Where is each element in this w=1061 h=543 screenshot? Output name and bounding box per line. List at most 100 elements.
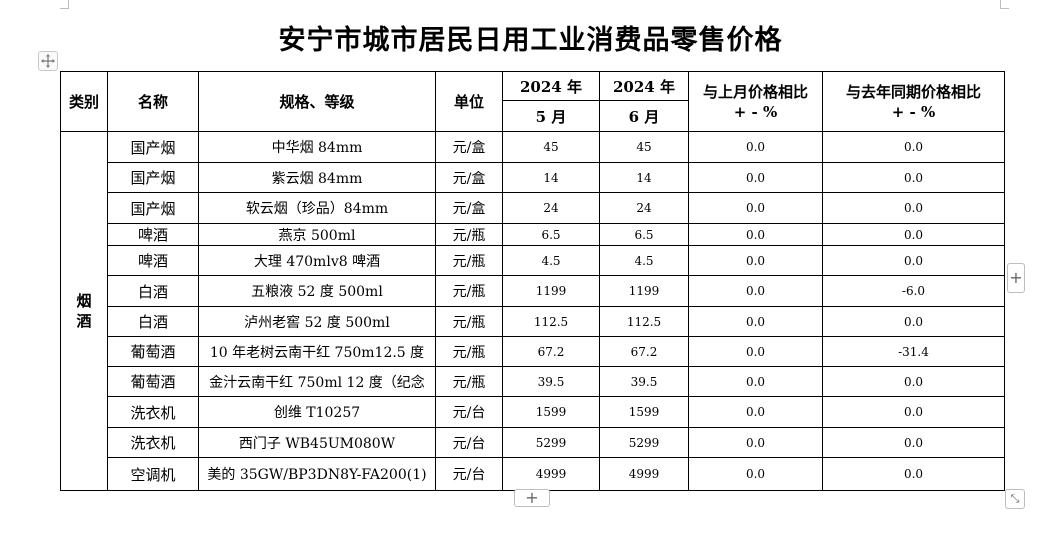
table-row: 葡萄酒 10 年老树云南干红 750m12.5 度元/瓶 67.2 67.2 0.0 -3… bbox=[61, 336, 1005, 367]
item-spec-cell: 美的 35GW/BP3DN8Y-FA200(1) bbox=[198, 457, 436, 491]
item-unit-cell: 元/瓶 bbox=[435, 245, 503, 276]
item-spec-cell: 西门子 WB45UM080W bbox=[198, 427, 436, 458]
header-name: 名称 bbox=[107, 71, 199, 132]
table-resize-icon[interactable]: ⤡ bbox=[1005, 489, 1025, 509]
item-name-cell: 洗衣机 bbox=[107, 396, 199, 428]
item-name-cell: 空调机 bbox=[107, 457, 199, 491]
mom-change-cell: 0.0 bbox=[688, 223, 823, 246]
price-may-cell: 1599 bbox=[502, 396, 600, 428]
price-may-cell: 45 bbox=[502, 131, 600, 163]
price-may-cell: 6.5 bbox=[502, 223, 600, 246]
table-row: 洗衣机 创维 T10257 元/台 1599 1599 0.0 0.0 bbox=[61, 396, 1005, 428]
mom-change-cell: 0.0 bbox=[688, 245, 823, 276]
add-column-button[interactable]: + bbox=[1007, 263, 1025, 293]
item-spec-cell: 大理 470mlv8 啤酒 bbox=[198, 245, 436, 276]
price-may-cell: 4.5 bbox=[502, 245, 600, 276]
header-unit: 单位 bbox=[435, 71, 503, 132]
add-row-button[interactable]: + bbox=[514, 489, 550, 507]
yoy-change-cell: 0.0 bbox=[822, 162, 1005, 193]
category-cell: 烟酒 bbox=[60, 131, 108, 491]
price-jun-cell: 24 bbox=[599, 192, 689, 224]
mom-change-cell: 0.0 bbox=[688, 427, 823, 458]
header-mom-line1: 与上月价格相比 bbox=[702, 82, 808, 101]
item-unit-cell: 元/瓶 bbox=[435, 366, 503, 397]
item-unit-cell: 元/台 bbox=[435, 427, 503, 458]
yoy-change-cell: 0.0 bbox=[822, 427, 1005, 458]
header-year-on-year: 与去年同期价格相比 + - % bbox=[822, 71, 1005, 132]
category-char: 烟 bbox=[76, 292, 92, 310]
price-may-cell: 14 bbox=[502, 162, 600, 193]
yoy-change-cell: 0.0 bbox=[822, 457, 1005, 491]
price-jun-cell: 1599 bbox=[599, 396, 689, 428]
item-spec-cell: 中华烟 84mm bbox=[198, 131, 436, 163]
price-jun-cell: 6.5 bbox=[599, 223, 689, 246]
header-jun-year: 2024 年 bbox=[599, 71, 689, 101]
header-mom-line2: + - % bbox=[733, 102, 778, 121]
mom-change-cell: 0.0 bbox=[688, 336, 823, 367]
table-row: 啤酒 燕京 500ml 元/瓶 6.5 6.5 0.0 0.0 bbox=[61, 223, 1005, 246]
price-jun-cell: 4.5 bbox=[599, 245, 689, 276]
table-row: 啤酒 大理 470mlv8 啤酒 元/瓶 4.5 4.5 0.0 0.0 bbox=[61, 245, 1005, 276]
yoy-change-cell: -31.4 bbox=[822, 336, 1005, 367]
page-corner-mark-right bbox=[1000, 0, 1009, 9]
category-char: 酒 bbox=[76, 312, 92, 330]
item-spec-cell: 创维 T10257 bbox=[198, 396, 436, 428]
mom-change-cell: 0.0 bbox=[688, 275, 823, 307]
item-name-cell: 葡萄酒 bbox=[107, 366, 199, 397]
item-unit-cell: 元/盒 bbox=[435, 162, 503, 193]
price-jun-cell: 14 bbox=[599, 162, 689, 193]
item-spec-cell: 软云烟（珍品）84mm bbox=[198, 192, 436, 224]
item-name-cell: 国产烟 bbox=[107, 162, 199, 193]
item-name-cell: 白酒 bbox=[107, 306, 199, 337]
yoy-change-cell: 0.0 bbox=[822, 192, 1005, 224]
price-may-cell: 4999 bbox=[502, 457, 600, 491]
item-name-cell: 葡萄酒 bbox=[107, 336, 199, 367]
item-spec-cell: 10 年老树云南干红 750m12.5 度 bbox=[198, 336, 436, 367]
mom-change-cell: 0.0 bbox=[688, 192, 823, 224]
price-jun-cell: 5299 bbox=[599, 427, 689, 458]
mom-change-cell: 0.0 bbox=[688, 131, 823, 163]
item-unit-cell: 元/台 bbox=[435, 457, 503, 491]
yoy-change-cell: 0.0 bbox=[822, 131, 1005, 163]
item-unit-cell: 元/瓶 bbox=[435, 336, 503, 367]
item-spec-cell: 燕京 500ml bbox=[198, 223, 436, 246]
mom-change-cell: 0.0 bbox=[688, 457, 823, 491]
price-may-cell: 39.5 bbox=[502, 366, 600, 397]
item-unit-cell: 元/盒 bbox=[435, 192, 503, 224]
table-row: 白酒 五粮液 52 度 500ml 元/瓶 1199 1199 0.0 -6.0 bbox=[61, 275, 1005, 307]
table-row: 白酒 泸州老窖 52 度 500ml 元/瓶 112.5 112.5 0.0 0.0 bbox=[61, 306, 1005, 337]
item-unit-cell: 元/台 bbox=[435, 396, 503, 428]
price-may-cell: 5299 bbox=[502, 427, 600, 458]
item-name-cell: 洗衣机 bbox=[107, 427, 199, 458]
price-table: 类别 名称 规格、等级 单位 2024 年 2024 年 与上月价格相比 + -… bbox=[60, 71, 1005, 491]
price-jun-cell: 4999 bbox=[599, 457, 689, 491]
header-jun-month: 6 月 bbox=[599, 100, 689, 132]
table-row: 空调机 美的 35GW/BP3DN8Y-FA200(1) 元/台 4999 4999 0.… bbox=[61, 457, 1005, 491]
header-may-month: 5 月 bbox=[502, 100, 600, 132]
header-category: 类别 bbox=[60, 71, 108, 132]
price-jun-cell: 1199 bbox=[599, 275, 689, 307]
price-may-cell: 24 bbox=[502, 192, 600, 224]
item-name-cell: 国产烟 bbox=[107, 131, 199, 163]
table-move-handle-icon[interactable] bbox=[38, 51, 58, 71]
price-jun-cell: 67.2 bbox=[599, 336, 689, 367]
item-spec-cell: 五粮液 52 度 500ml bbox=[198, 275, 436, 307]
item-unit-cell: 元/瓶 bbox=[435, 223, 503, 246]
mom-change-cell: 0.0 bbox=[688, 162, 823, 193]
header-spec: 规格、等级 bbox=[198, 71, 436, 132]
yoy-change-cell: 0.0 bbox=[822, 366, 1005, 397]
price-may-cell: 1199 bbox=[502, 275, 600, 307]
yoy-change-cell: 0.0 bbox=[822, 245, 1005, 276]
item-spec-cell: 泸州老窖 52 度 500ml bbox=[198, 306, 436, 337]
price-jun-cell: 45 bbox=[599, 131, 689, 163]
item-name-cell: 啤酒 bbox=[107, 245, 199, 276]
table-row: 洗衣机 西门子 WB45UM080W 元/台 5299 5299 0.0 0.0 bbox=[61, 427, 1005, 458]
item-name-cell: 国产烟 bbox=[107, 192, 199, 224]
yoy-change-cell: 0.0 bbox=[822, 223, 1005, 246]
page-title: 安宁市城市居民日用工业消费品零售价格 bbox=[278, 25, 783, 56]
mom-change-cell: 0.0 bbox=[688, 366, 823, 397]
item-unit-cell: 元/盒 bbox=[435, 131, 503, 163]
yoy-change-cell: 0.0 bbox=[822, 306, 1005, 337]
table-row: 葡萄酒 金汁云南干红 750ml 12 度（纪念 元/瓶 39.5 39.5 0.0 0.0 bbox=[61, 366, 1005, 397]
yoy-change-cell: 0.0 bbox=[822, 396, 1005, 428]
